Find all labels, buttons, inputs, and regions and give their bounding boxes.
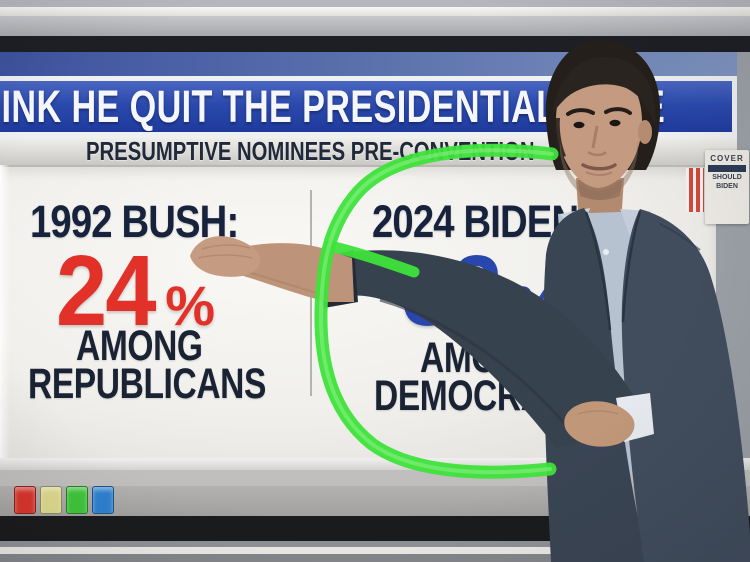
monitor-card-line: SHOULD xyxy=(712,174,742,181)
studio-wall-highlight xyxy=(0,7,750,16)
marker-yellow xyxy=(40,486,62,514)
screen-bezel-top xyxy=(0,36,750,52)
telestrator-stroke-tail xyxy=(324,240,420,278)
marker-green xyxy=(66,486,88,514)
studio-wall-band xyxy=(0,0,750,7)
monitor-card-title: COVER xyxy=(710,154,744,163)
telestrator-circle xyxy=(314,143,559,479)
left-panel-title: 1992 BUSH: xyxy=(30,196,239,247)
background-monitor-card: COVER SHOULD BIDEN xyxy=(705,150,749,224)
presenter-head xyxy=(545,39,661,200)
face xyxy=(556,66,642,188)
studio-wall-band xyxy=(0,16,750,36)
marker-red xyxy=(14,486,36,514)
presenter-hip-hand xyxy=(564,393,654,447)
telestrator-circle-highlight xyxy=(318,148,554,475)
left-panel-qualifier-1: AMONG xyxy=(76,322,203,370)
studio-floor xyxy=(0,541,750,547)
monitor-card-line: BIDEN xyxy=(716,183,738,190)
board-edge-highlight xyxy=(0,165,10,458)
marker-blue xyxy=(92,486,114,514)
left-panel-value: 24 % xyxy=(56,235,216,347)
background-flag-graphic xyxy=(686,168,704,212)
left-panel-qualifier-2: REPUBLICANS xyxy=(28,360,266,408)
monitor-card-bar xyxy=(708,165,746,172)
stubble xyxy=(559,140,639,200)
studio-floor-stripe xyxy=(0,547,750,554)
studio-floor xyxy=(0,554,750,562)
